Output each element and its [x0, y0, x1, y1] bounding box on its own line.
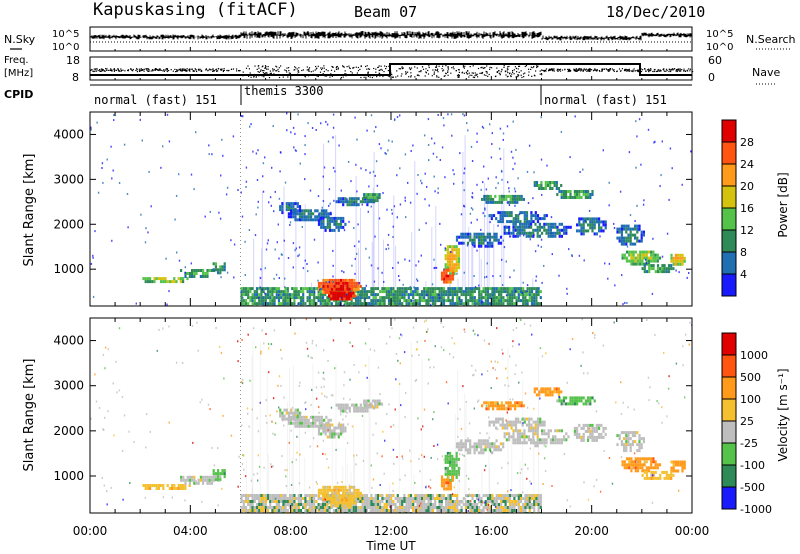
nave-points	[90, 65, 694, 79]
cpid-segment-3: normal (fast) 151	[544, 93, 667, 107]
cpid-strip: CPID normal (fast) 151 themis 3300 norma…	[4, 84, 692, 107]
power-colorbar-swatch-0	[722, 274, 736, 297]
noise-right-tick-top: 10^5	[706, 29, 733, 40]
velocity-x-ticks	[89, 318, 693, 513]
velocity-colorbar-tick-7: -1000	[740, 503, 772, 516]
power-colorbar: 4 8 12 16 20 24 28	[721, 119, 754, 297]
power-y-tick-2: 3000	[53, 172, 84, 186]
x-axis-label: Time UT	[365, 539, 416, 553]
power-colorbar-swatch-6	[722, 142, 736, 165]
freq-tick-top: 18	[66, 54, 80, 67]
x-tick-label-4: 16:00	[474, 524, 509, 538]
velocity-colorbar-swatch-0	[722, 487, 736, 510]
noise-panel: N.Sky 10^5 10^0 10^5 10^0 N.Search	[4, 26, 796, 53]
freq-label-1: Freq.	[4, 55, 29, 66]
cpid-segment-2: themis 3300	[244, 84, 323, 98]
velocity-colorbar-tick-1: 500	[740, 371, 761, 384]
velocity-y-label: Slant Range [km]	[22, 359, 37, 472]
noise-right-label: N.Search	[746, 33, 796, 46]
noise-sky-trace	[89, 31, 693, 41]
power-y-label: Slant Range [km]	[22, 154, 37, 267]
x-tick-label-1: 04:00	[173, 524, 208, 538]
beam-title: Beam 07	[354, 3, 417, 21]
power-y-tick-0: 1000	[53, 262, 84, 276]
velocity-colorbar-swatch-5	[722, 377, 736, 400]
power-x-ticks	[89, 47, 693, 306]
velocity-colorbar-swatch-4	[722, 399, 736, 422]
velocity-y-ticks: 1000 2000 3000 4000	[53, 334, 692, 483]
power-colorbar-swatch-1	[722, 252, 736, 275]
power-colorbar-swatch-7	[722, 120, 736, 143]
cpid-label: CPID	[4, 88, 33, 101]
x-tick-label-0: 00:00	[73, 524, 108, 538]
velocity-colorbar-tick-3: 25	[740, 415, 754, 428]
power-colorbar-tick-0: 4	[740, 268, 747, 281]
velocity-colorbar-tick-0: 1000	[740, 349, 768, 362]
velocity-panel: 1000 2000 3000 4000 Slant Range [km]	[22, 317, 693, 514]
velocity-colorbar-swatch-3	[722, 421, 736, 444]
x-tick-label-5: 20:00	[574, 524, 609, 538]
power-colorbar-tick-5: 24	[740, 158, 754, 171]
power-colorbar-tick-1: 8	[740, 246, 747, 259]
noise-right-tick-bottom: 10^0	[706, 42, 733, 53]
station-title: Kapuskasing (fitACF)	[93, 0, 298, 20]
freq-trace	[90, 63, 692, 76]
noise-left-tick-top: 10^5	[52, 29, 79, 40]
velocity-y-tick-2: 3000	[53, 379, 84, 393]
velocity-colorbar-tick-2: 100	[740, 393, 761, 406]
velocity-colorbar-tick-5: -100	[740, 459, 765, 472]
velocity-y-tick-3: 4000	[53, 334, 84, 348]
power-colorbar-label: Power [dB]	[776, 172, 790, 237]
power-y-tick-1: 2000	[53, 217, 84, 231]
power-colorbar-tick-6: 28	[740, 136, 754, 149]
date-title: 18/Dec/2010	[606, 3, 705, 21]
nave-tick-top: 60	[708, 54, 722, 67]
velocity-y-tick-0: 1000	[53, 469, 84, 483]
cpid-segment-1: normal (fast) 151	[94, 93, 217, 107]
power-data	[90, 112, 692, 306]
power-y-tick-3: 4000	[53, 127, 84, 141]
velocity-colorbar-swatch-1	[722, 465, 736, 488]
velocity-colorbar-tick-6: -500	[740, 481, 765, 494]
freq-tick-bottom: 8	[72, 71, 79, 84]
power-colorbar-swatch-2	[722, 230, 736, 253]
nave-tick-bottom: 0	[708, 71, 715, 84]
velocity-colorbar-tick-4: -25	[740, 437, 758, 450]
power-colorbar-tick-2: 12	[740, 224, 754, 237]
freq-panel: Freq. [MHz] 18 8 60 0 Nave	[4, 54, 780, 85]
power-y-ticks: 1000 2000 3000 4000	[53, 127, 692, 276]
x-tick-label-2: 08:00	[273, 524, 308, 538]
x-tick-label-3: 12:00	[374, 524, 409, 538]
x-tick-labels: 00:00 04:00 08:00 12:00 16:00 20:00 00:00	[73, 524, 710, 538]
velocity-y-tick-1: 2000	[53, 424, 84, 438]
power-panel: 1000 2000 3000 4000 Slant Range [km]	[22, 47, 693, 307]
power-colorbar-tick-4: 20	[740, 180, 754, 193]
power-colorbar-tick-3: 16	[740, 202, 754, 215]
freq-label-2: [MHz]	[4, 68, 33, 79]
noise-left-tick-bottom: 10^0	[52, 42, 79, 53]
noise-left-label: N.Sky	[4, 33, 36, 46]
power-colorbar-swatch-4	[722, 186, 736, 209]
power-colorbar-swatch-5	[722, 164, 736, 187]
velocity-colorbar-swatch-6	[722, 355, 736, 378]
power-colorbar-swatch-3	[722, 208, 736, 231]
velocity-data	[90, 318, 692, 513]
velocity-colorbar-label: Velocity [m s⁻¹]	[776, 368, 790, 461]
nave-label: Nave	[752, 66, 780, 79]
velocity-colorbar: 1000 500 100 25 -25 -100 -500 -1000	[721, 332, 772, 516]
x-tick-label-6: 00:00	[675, 524, 710, 538]
velocity-colorbar-swatch-7	[722, 333, 736, 356]
velocity-colorbar-swatch-2	[722, 443, 736, 466]
